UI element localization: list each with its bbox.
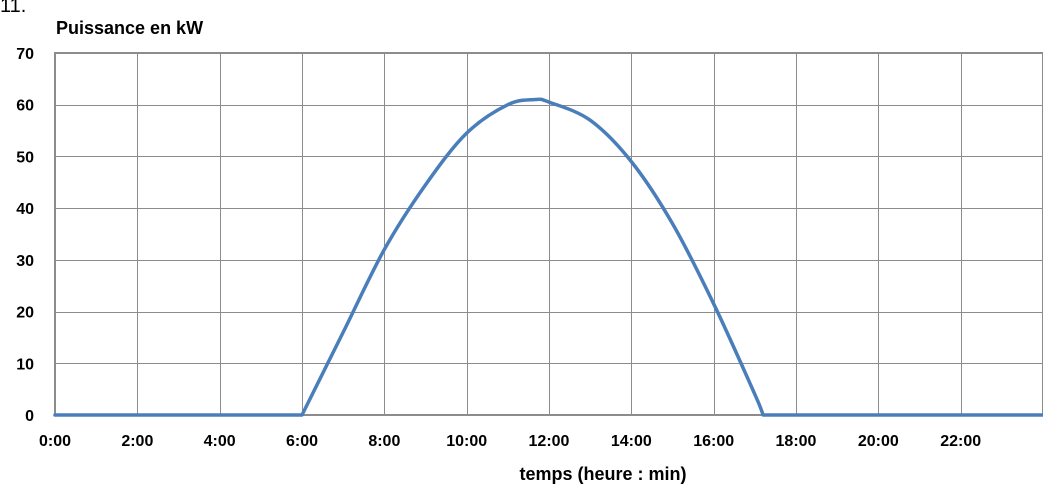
x-tick-label: 22:00 xyxy=(940,433,981,450)
y-tick-label: 20 xyxy=(16,305,34,322)
plot-frame xyxy=(54,52,1043,415)
grid xyxy=(55,53,1043,416)
x-tick-label: 2:00 xyxy=(121,433,153,450)
x-tick-labels: 0:00 2:00 4:00 6:00 8:00 10:00 12:00 14:00 16:00… xyxy=(39,433,981,450)
y-tick-label: 70 xyxy=(16,46,34,63)
x-tick-label: 14:00 xyxy=(611,433,652,450)
series-layer xyxy=(53,97,1043,417)
x-tick-label: 0:00 xyxy=(39,433,71,450)
x-tick-label: 20:00 xyxy=(858,433,899,450)
y-tick-label: 40 xyxy=(16,201,34,218)
x-tick-label: 16:00 xyxy=(693,433,734,450)
x-tick-label: 12:00 xyxy=(529,433,570,450)
y-tick-label: 50 xyxy=(16,149,34,166)
x-tick-label: 18:00 xyxy=(776,433,817,450)
x-tick-label: 8:00 xyxy=(368,433,400,450)
power-series-line xyxy=(53,97,1043,417)
y-tick-label: 10 xyxy=(16,356,34,373)
x-tick-label: 10:00 xyxy=(446,433,487,450)
x-tick-label: 6:00 xyxy=(286,433,318,450)
x-tick-label: 4:00 xyxy=(204,433,236,450)
x-axis-label: temps (heure : min) xyxy=(519,464,686,484)
y-tick-label: 60 xyxy=(16,98,34,115)
y-tick-label: 0 xyxy=(25,408,34,425)
y-tick-label: 30 xyxy=(16,253,34,270)
y-tick-labels: 0 10 20 30 40 50 60 70 xyxy=(16,46,34,425)
y-axis-label: Puissance en kW xyxy=(56,18,203,38)
header-fragment: 11. xyxy=(0,0,26,17)
